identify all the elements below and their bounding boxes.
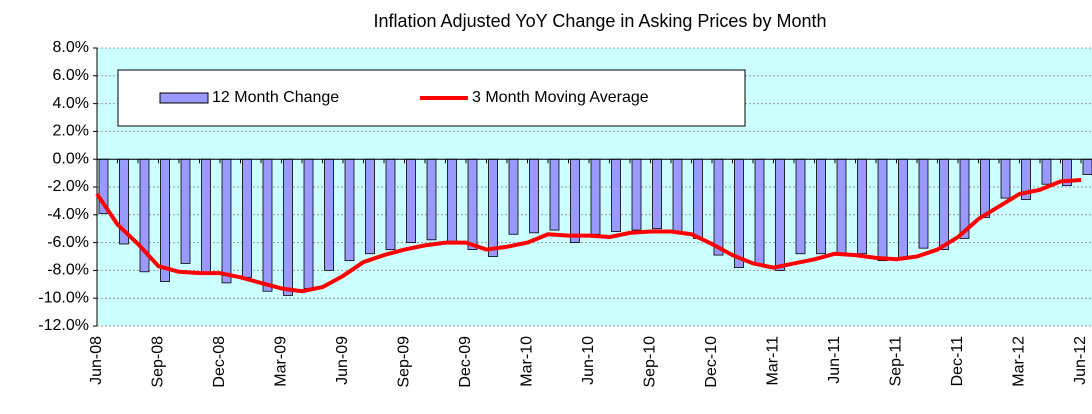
x-tick-label: Mar-12 [1011, 336, 1028, 387]
x-tick-label: Dec-08 [211, 336, 228, 388]
y-tick-label: -6.0% [47, 234, 89, 251]
x-tick-label: Dec-11 [949, 336, 966, 386]
x-tick-label: Mar-10 [519, 336, 536, 387]
bar [590, 158, 601, 235]
bar [221, 158, 232, 284]
x-tick-label: Mar-11 [765, 336, 782, 386]
bar [980, 158, 990, 218]
bar [918, 158, 929, 249]
bar [303, 158, 314, 289]
x-tick-label: Jun-11 [826, 336, 843, 384]
bar [242, 158, 252, 278]
bar [939, 158, 949, 250]
bar [631, 158, 642, 231]
bar [488, 158, 498, 257]
bar [693, 158, 703, 239]
chart-title: Inflation Adjusted YoY Change in Asking … [374, 11, 827, 31]
y-tick-label: 6.0% [53, 67, 89, 84]
bar [795, 158, 806, 255]
y-tick-label: -8.0% [47, 262, 89, 279]
bar [1082, 158, 1092, 175]
bar [1041, 158, 1052, 185]
bar [529, 158, 539, 234]
line [95, 178, 1082, 294]
bar [385, 158, 396, 250]
x-tick-label: Dec-10 [703, 336, 720, 388]
bar [836, 158, 847, 255]
bar [201, 158, 211, 274]
y-tick-label: -2.0% [47, 178, 89, 195]
bar [324, 158, 334, 271]
x-tick-label: Jun-12 [1072, 336, 1089, 385]
x-tick-label: Jun-10 [580, 336, 597, 385]
bar [365, 158, 375, 255]
legend-label: 12 Month Change [212, 89, 339, 106]
bar [180, 158, 191, 264]
bar [652, 158, 662, 230]
bar [611, 158, 621, 232]
x-tick-label: Dec-09 [457, 336, 474, 388]
x-tick-label: Mar-09 [273, 336, 290, 387]
bar [570, 158, 580, 243]
bar [283, 158, 293, 296]
x-tick-label: Jun-09 [334, 336, 351, 385]
bar [426, 158, 437, 241]
bar [467, 158, 478, 250]
bar [877, 158, 888, 262]
bar [672, 158, 683, 232]
bar [816, 158, 826, 255]
bar [549, 158, 560, 231]
bar [713, 158, 724, 256]
y-tick-label: -10.0% [38, 289, 89, 306]
bar [406, 158, 416, 243]
x-tick-label: Sep-10 [642, 336, 659, 388]
bar [508, 158, 519, 235]
y-tick-label: -12.0% [38, 317, 89, 334]
y-tick-label: -4.0% [47, 206, 89, 223]
y-tick-label: 2.0% [53, 123, 89, 140]
bar [262, 158, 273, 292]
bar [447, 158, 457, 242]
bar [734, 158, 744, 269]
x-tick-label: Sep-11 [888, 336, 905, 387]
y-tick-label: 4.0% [53, 95, 89, 112]
x-tick-label: Sep-09 [396, 336, 413, 388]
bar [898, 158, 908, 259]
y-tick-label: 0.0% [53, 150, 89, 167]
bar [160, 158, 170, 282]
bar [857, 158, 867, 255]
x-tick-label: Jun-08 [88, 336, 105, 385]
bar [754, 158, 765, 266]
x-tick-label: Sep-08 [150, 336, 167, 388]
y-tick-label: 8.0% [53, 39, 89, 56]
legend-label: 3 Month Moving Average [472, 89, 649, 106]
bar [1000, 158, 1011, 199]
bar [775, 158, 785, 271]
legend-swatch [159, 92, 209, 104]
bar [344, 158, 355, 262]
